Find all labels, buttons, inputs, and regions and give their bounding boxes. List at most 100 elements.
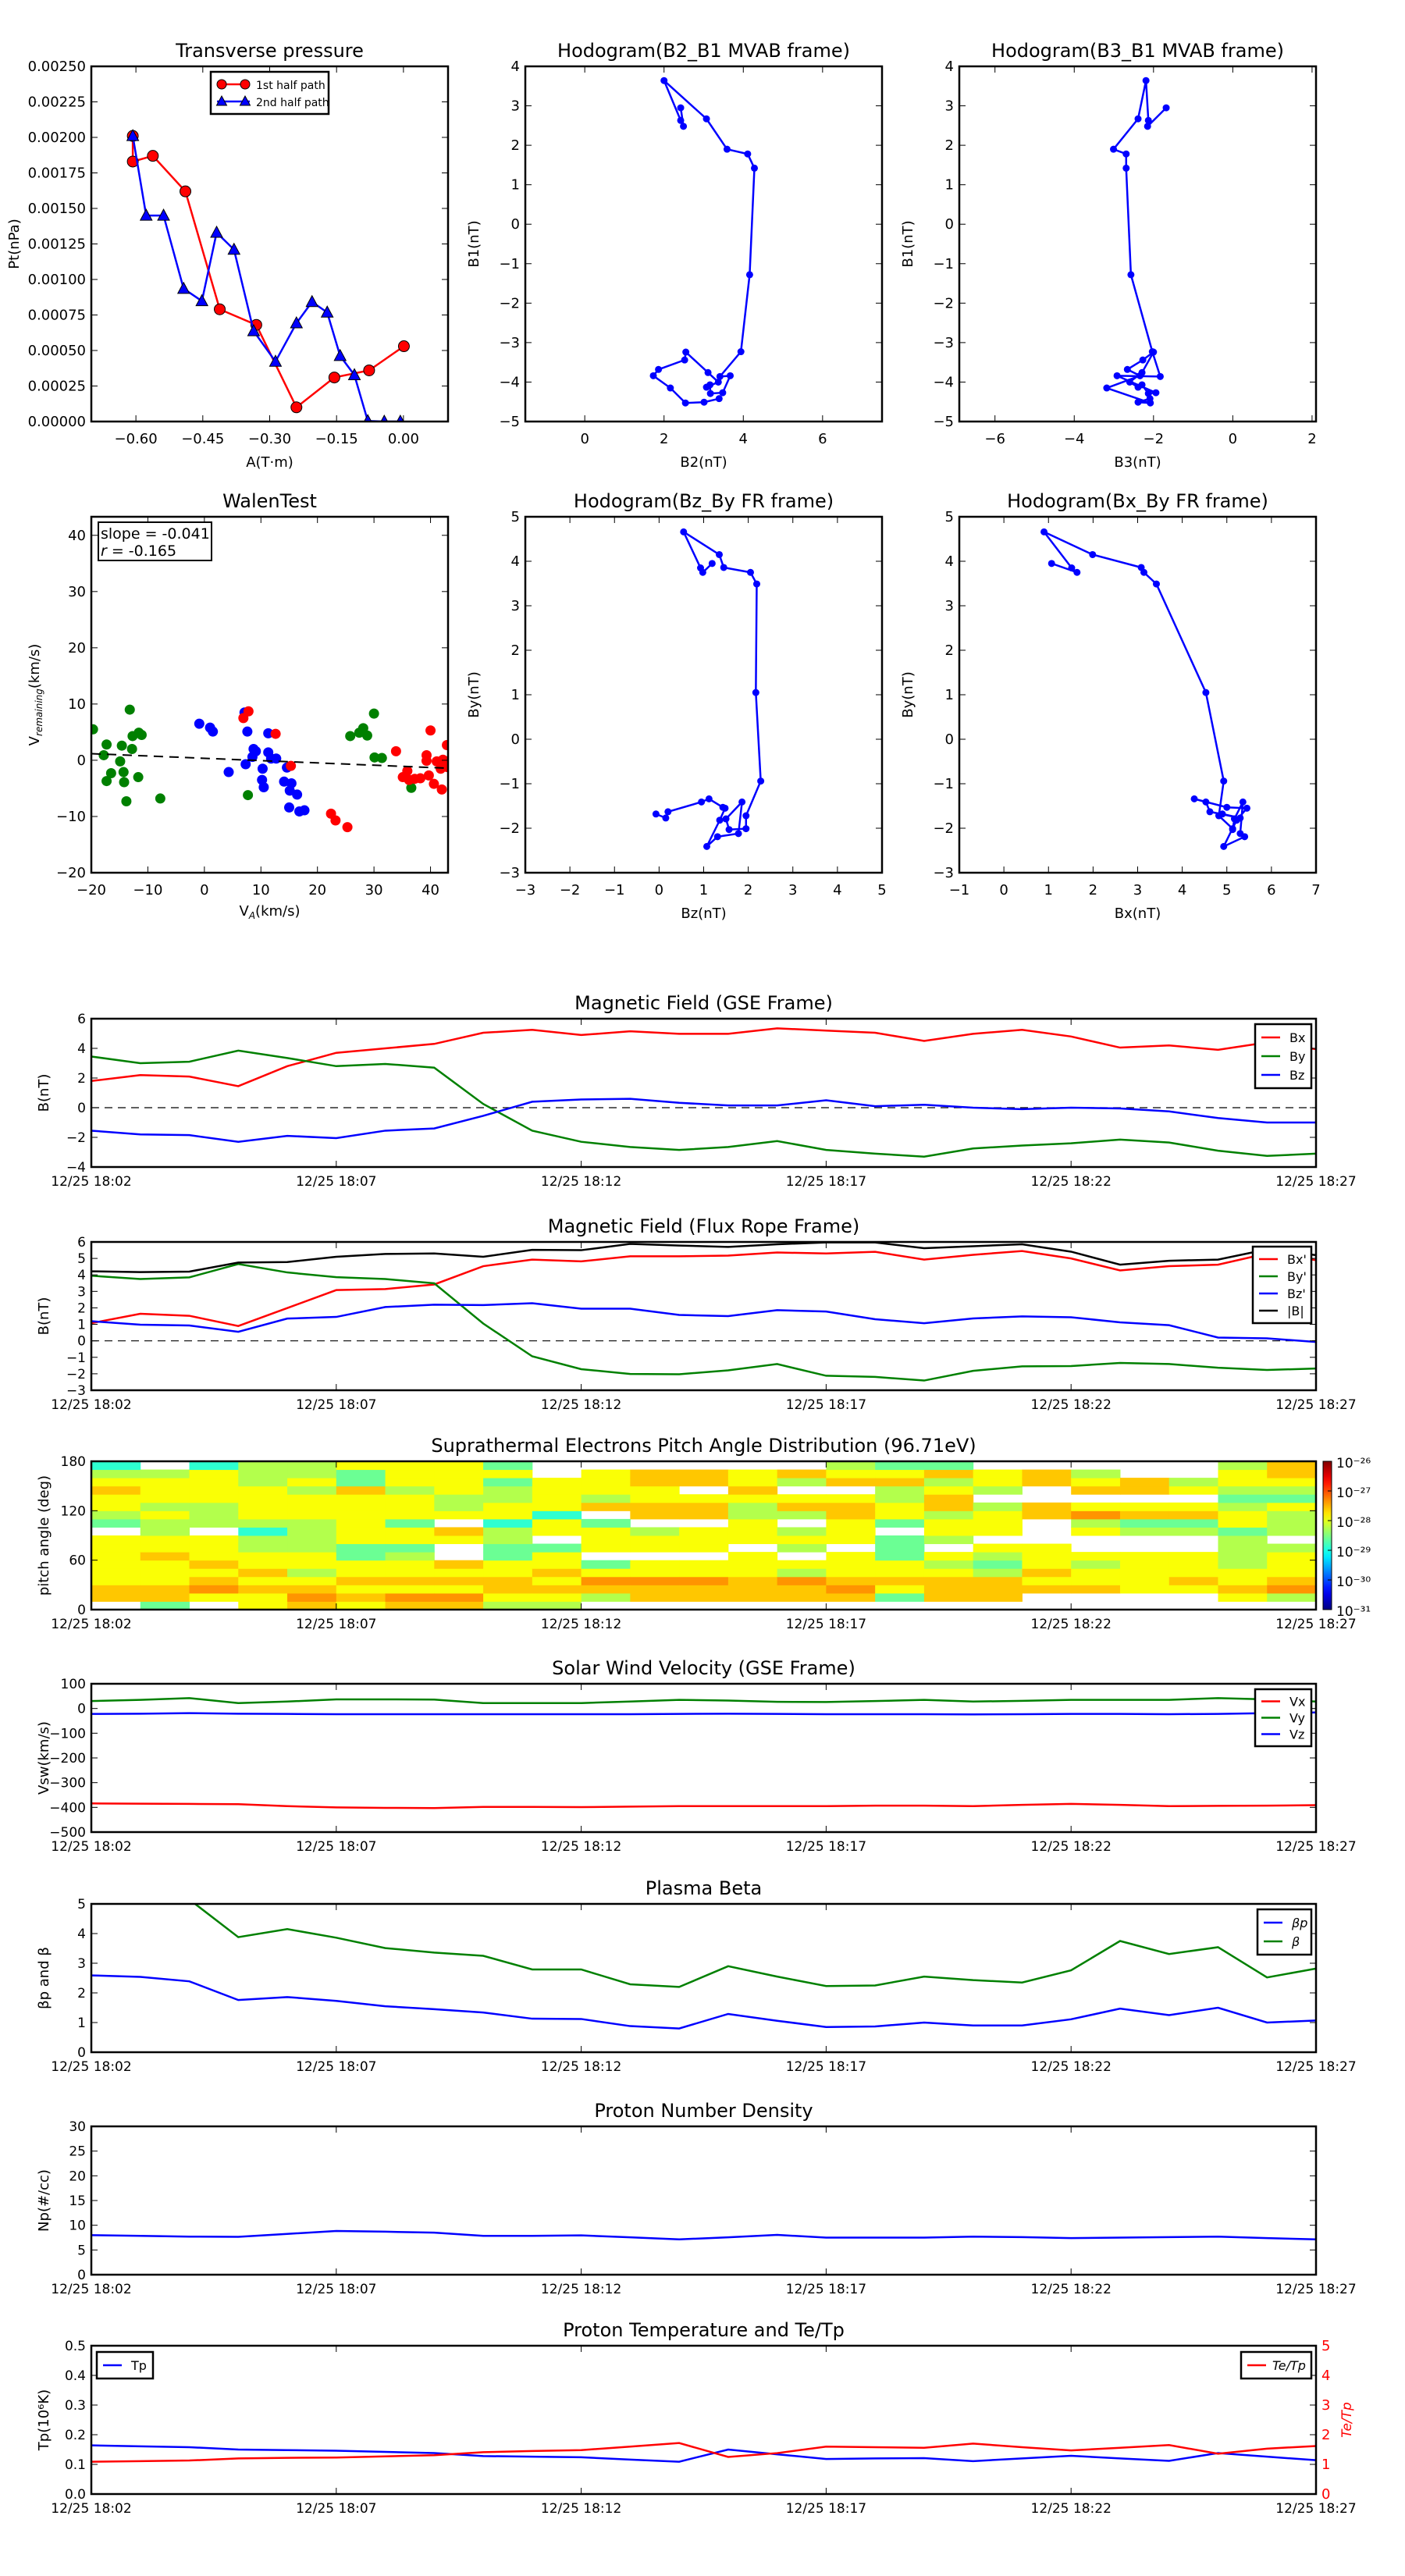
y-axis-label: B(nT) bbox=[36, 1297, 52, 1336]
heatmap-cell bbox=[1022, 1560, 1072, 1569]
scatter-point-x-component bbox=[124, 704, 135, 715]
legend-label: |B| bbox=[1287, 1304, 1304, 1318]
heatmap-cell bbox=[385, 1576, 435, 1585]
heatmap-cell bbox=[385, 1518, 435, 1528]
legend-item: By bbox=[1261, 1049, 1305, 1064]
heatmap-cell bbox=[238, 1485, 288, 1495]
x-tick-label: 1 bbox=[699, 882, 708, 898]
heatmap-cell bbox=[238, 1568, 288, 1578]
scatter-point-y-component bbox=[242, 726, 253, 737]
data-point bbox=[1190, 795, 1198, 802]
heatmap-cell bbox=[630, 1485, 680, 1495]
data-point bbox=[735, 830, 742, 838]
data-point bbox=[715, 550, 723, 558]
heatmap-cell bbox=[1267, 1560, 1316, 1569]
heatmap-cell bbox=[287, 1601, 337, 1610]
heatmap-cell bbox=[923, 1461, 974, 1471]
scatter-point-y-component bbox=[251, 745, 261, 756]
x-tick-label: 12/25 18:07 bbox=[296, 1174, 376, 1190]
heatmap-cell bbox=[385, 1510, 435, 1520]
colorbar-tick-label: 10⁻²⁹ bbox=[1336, 1545, 1371, 1560]
y-tick-label: 20 bbox=[69, 2169, 86, 2184]
data-point bbox=[328, 372, 340, 384]
y2-tick-label: 0 bbox=[1321, 2486, 1330, 2503]
y-tick-label: 180 bbox=[61, 1454, 86, 1470]
heatmap-cell bbox=[1022, 1469, 1072, 1478]
heatmap-cell bbox=[189, 1518, 239, 1528]
heatmap-cell bbox=[630, 1478, 680, 1487]
heatmap-cell bbox=[483, 1601, 533, 1610]
heatmap-cell bbox=[336, 1543, 386, 1553]
heatmap-cell bbox=[727, 1576, 778, 1585]
y-tick-label: 0.00250 bbox=[28, 59, 86, 75]
heatmap-cell bbox=[727, 1535, 778, 1545]
heatmap-cell bbox=[727, 1510, 778, 1520]
heatmap-cell bbox=[336, 1592, 386, 1602]
x-tick-label: 12/25 18:12 bbox=[541, 1839, 621, 1855]
x-tick-label: 2 bbox=[1307, 431, 1316, 447]
axes-frame bbox=[90, 2125, 1318, 2276]
data-point bbox=[1048, 560, 1055, 568]
heatmap-cell bbox=[973, 1502, 1023, 1511]
chart-title: Proton Temperature and Te/Tp bbox=[563, 2319, 845, 2341]
heatmap-cell bbox=[434, 1502, 484, 1511]
heatmap-cell bbox=[777, 1568, 827, 1578]
data-point bbox=[702, 842, 710, 850]
y2-tick-label: 5 bbox=[1321, 2338, 1330, 2354]
series-line-Vy bbox=[91, 1697, 1316, 1704]
x-tick-label: 12/25 18:02 bbox=[51, 2282, 131, 2297]
y-tick-label: 5 bbox=[945, 509, 954, 525]
heatmap-cell bbox=[875, 1560, 925, 1569]
heatmap-cell bbox=[336, 1518, 386, 1528]
x-tick-label: 2 bbox=[660, 431, 668, 447]
heatmap-cell bbox=[238, 1478, 288, 1487]
scatter-point-z-component bbox=[243, 706, 254, 717]
heatmap-cell bbox=[826, 1461, 876, 1471]
heatmap-cell bbox=[826, 1585, 876, 1594]
heatmap-cell bbox=[923, 1592, 974, 1602]
heatmap-cell bbox=[581, 1518, 631, 1528]
x-tick-label: 12/25 18:17 bbox=[786, 2501, 866, 2517]
heatmap-cell bbox=[1168, 1510, 1218, 1520]
chart-title: Hodogram(Bz_By FR frame) bbox=[574, 490, 834, 512]
y2-tick-label: 1 bbox=[1321, 2457, 1330, 2473]
scatter-point-y-component bbox=[257, 763, 268, 774]
heatmap-cell bbox=[777, 1535, 827, 1545]
data-point bbox=[1202, 798, 1210, 806]
y-tick-label: −200 bbox=[49, 1751, 86, 1767]
data-point bbox=[680, 123, 688, 130]
colorbar-tick-label: 10⁻²⁷ bbox=[1336, 1485, 1371, 1501]
x-tick-label: 12/25 18:02 bbox=[51, 1174, 131, 1190]
heatmap-cell bbox=[1218, 1543, 1268, 1553]
heatmap-cell bbox=[1071, 1510, 1121, 1520]
heatmap-cell bbox=[1218, 1592, 1268, 1602]
heatmap-cell bbox=[727, 1527, 778, 1536]
heatmap-cell bbox=[630, 1535, 680, 1545]
heatmap-cell bbox=[532, 1543, 582, 1553]
y-axis-label: B(nT) bbox=[36, 1074, 52, 1112]
heatmap-cell bbox=[287, 1568, 337, 1578]
data-point bbox=[1134, 115, 1142, 123]
x-tick-label: 12/25 18:22 bbox=[1031, 1397, 1112, 1413]
heatmap-cell bbox=[581, 1560, 631, 1569]
legend-item: Te/Tp bbox=[1247, 2358, 1306, 2373]
data-point bbox=[681, 356, 688, 364]
heatmap-cell bbox=[189, 1585, 239, 1594]
y-tick-label: −2 bbox=[933, 295, 954, 311]
x-tick-label: 4 bbox=[1178, 882, 1186, 898]
heatmap-cell bbox=[140, 1552, 190, 1561]
heatmap-cell bbox=[140, 1485, 190, 1495]
y-tick-label: 0 bbox=[945, 216, 954, 233]
heatmap-cell bbox=[336, 1568, 386, 1578]
scatter-point-x-component bbox=[91, 724, 98, 735]
heatmap-cell bbox=[727, 1469, 778, 1478]
data-point bbox=[652, 810, 660, 818]
x-tick-label: 12/25 18:07 bbox=[296, 1839, 376, 1855]
heatmap-cell bbox=[483, 1527, 533, 1536]
x-axis-label-part: A bbox=[248, 910, 255, 921]
y-tick-label: 2 bbox=[945, 137, 954, 154]
data-point bbox=[714, 378, 722, 386]
legend-label: βp bbox=[1291, 1916, 1307, 1930]
heatmap-cell bbox=[287, 1592, 337, 1602]
data-point bbox=[1220, 842, 1228, 850]
